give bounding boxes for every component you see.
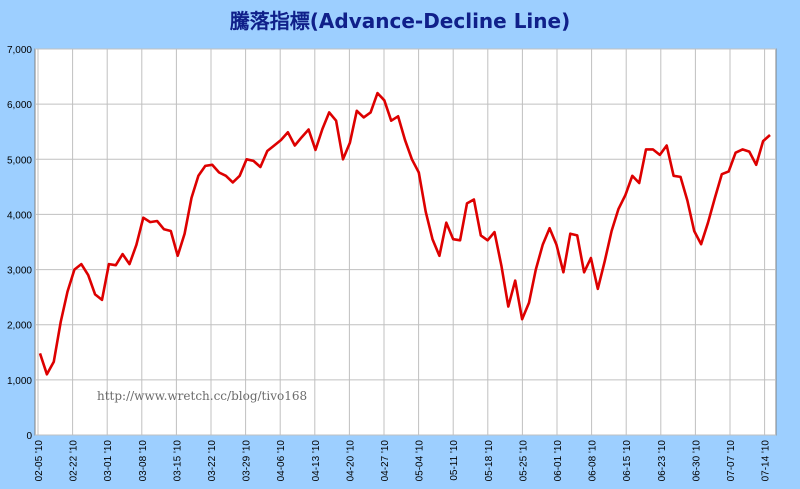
x-tick-label: 03-15 '10 — [172, 440, 183, 482]
y-tick-label: 1,000 — [7, 376, 32, 387]
plot-area — [34, 48, 777, 436]
grid-lines — [35, 48, 776, 436]
x-tick-label: 04-27 '10 — [380, 440, 391, 482]
x-tick-label: 03-29 '10 — [242, 440, 253, 482]
x-tick-label: 04-06 '10 — [276, 440, 287, 482]
x-tick-label: 03-22 '10 — [207, 440, 218, 482]
y-tick-label: 4,000 — [7, 210, 32, 221]
x-tick-label: 05-18 '10 — [484, 440, 495, 482]
x-tick-label: 05-25 '10 — [518, 440, 529, 482]
y-tick-label: 6,000 — [7, 100, 32, 111]
x-tick-label: 06-01 '10 — [553, 440, 564, 482]
y-axis: 0 1,000 2,000 3,000 4,000 5,000 6,000 7,000 — [7, 45, 32, 442]
chart-title: 騰落指標(Advance-Decline Line) — [230, 9, 570, 33]
y-tick-label: 2,000 — [7, 321, 32, 332]
y-tick-label: 7,000 — [7, 45, 32, 56]
y-tick-label: 5,000 — [7, 155, 32, 166]
x-tick-label: 05-04 '10 — [415, 440, 426, 482]
watermark-text: http://www.wretch.cc/blog/tivo168 — [97, 389, 307, 403]
x-tick-label: 07-07 '10 — [726, 440, 737, 482]
x-tick-label: 04-20 '10 — [345, 440, 356, 482]
series-group — [38, 91, 771, 376]
x-tick-label: 04-13 '10 — [311, 440, 322, 482]
y-tick-label: 3,000 — [7, 266, 32, 277]
x-tick-label: 05-11 '10 — [449, 440, 460, 481]
x-tick-label: 02-05 '10 — [34, 440, 45, 482]
x-tick-label: 06-08 '10 — [588, 440, 599, 482]
x-tick-label: 06-15 '10 — [622, 440, 633, 482]
x-tick-label: 03-08 '10 — [138, 440, 149, 482]
series-line — [38, 91, 771, 376]
x-axis: 02-05 '10 02-22 '10 03-01 '10 03-08 '10 03-1… — [34, 440, 772, 482]
x-tick-label: 03-01 '10 — [103, 440, 114, 482]
x-tick-label: 02-22 '10 — [69, 440, 80, 482]
x-tick-label: 06-30 '10 — [691, 440, 702, 482]
x-tick-label: 07-14 '10 — [761, 440, 772, 482]
x-tick-label: 06-23 '10 — [657, 440, 668, 482]
y-tick-label: 0 — [26, 431, 32, 442]
